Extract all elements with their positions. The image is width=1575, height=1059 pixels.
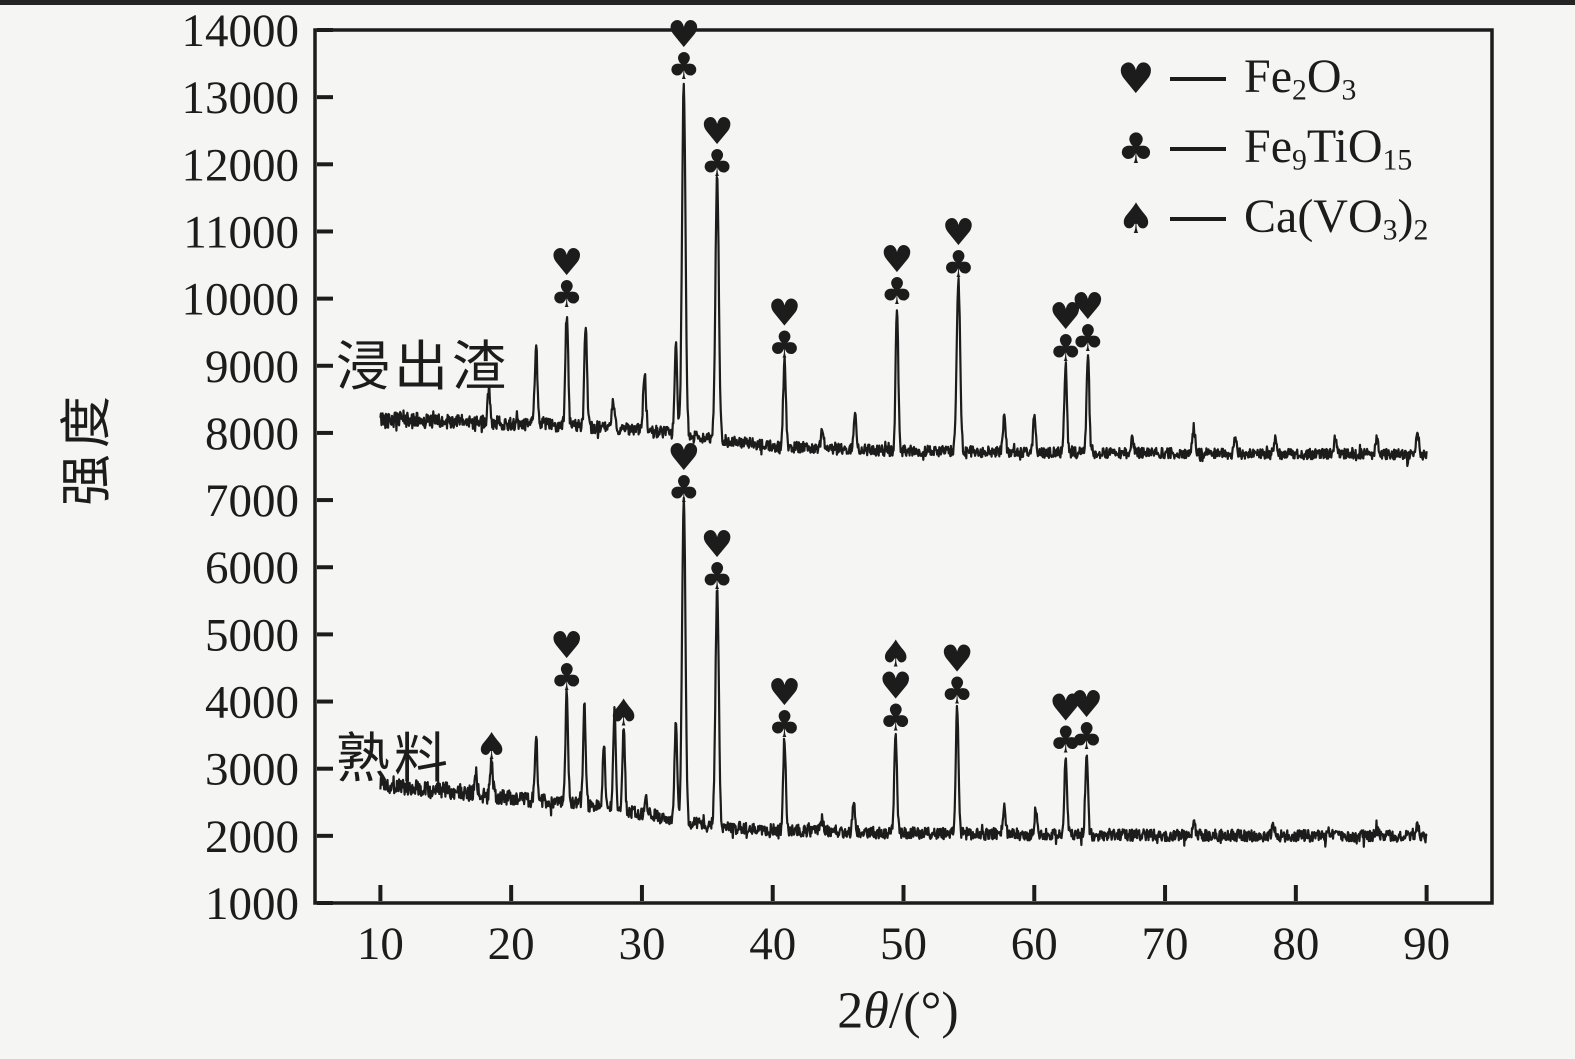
y-tick-label: 14000 [182, 5, 300, 57]
x-tick-label: 70 [1142, 918, 1189, 970]
x-tick-label: 80 [1272, 918, 1319, 970]
xrd-curve-residue [379, 82, 1428, 468]
legend: ♥ Fe2O3 ♣ Fe9TiO15 ♠ Ca(VO3)2 [1112, 44, 1428, 254]
peak-marker-heart-icon: ♥ [942, 211, 975, 254]
peak-marker-club-icon: ♣ [1049, 327, 1082, 370]
peak-marker-heart-icon: ♥ [701, 523, 734, 566]
peak-marker-heart-icon: ♥ [667, 13, 700, 56]
peak-marker-club-icon: ♣ [1070, 715, 1103, 758]
peak-marker-club-icon: ♣ [768, 703, 801, 746]
series-label-clinker: 熟料 [336, 729, 452, 789]
legend-formula: Ca(VO3)2 [1244, 189, 1429, 247]
plot-border [313, 28, 1494, 905]
x-tick-label: 60 [1011, 918, 1058, 970]
peak-marker-club-icon: ♣ [550, 273, 583, 316]
y-tick-label: 7000 [205, 475, 299, 527]
x-title-suffix: /(°) [888, 982, 959, 1040]
peak-marker-heart-icon: ♥ [768, 671, 801, 714]
legend-formula: Fe9TiO15 [1244, 119, 1413, 177]
peak-marker-club-icon: ♣ [1071, 317, 1104, 360]
series-label-residue: 浸出渣 [336, 337, 510, 397]
x-tick-label: 90 [1403, 918, 1450, 970]
peak-marker-heart-icon: ♥ [701, 110, 734, 153]
peak-marker-heart-icon: ♥ [768, 292, 801, 335]
legend-item-cavo32: ♠ Ca(VO3)2 [1112, 184, 1428, 254]
x-tick-label: 50 [880, 918, 927, 970]
peak-marker-club-icon: ♣ [942, 243, 975, 286]
peak-marker-club-icon: ♣ [701, 555, 734, 598]
heart-suit-icon: ♥ [1117, 54, 1155, 103]
peak-marker-heart-icon: ♥ [1049, 686, 1082, 729]
peak-marker-heart-icon: ♥ [550, 241, 583, 284]
y-tick-label: 3000 [205, 744, 299, 796]
peak-marker-heart-icon: ♥ [879, 664, 912, 707]
peak-marker-club-icon: ♣ [879, 696, 912, 739]
scan-artifact-line [0, 0, 1575, 5]
peak-marker-heart-icon: ♥ [1070, 683, 1103, 726]
y-tick-label: 5000 [205, 609, 299, 661]
y-tick-label: 12000 [182, 139, 300, 191]
y-tick-label: 2000 [205, 811, 299, 863]
spade-suit-icon: ♠ [1117, 194, 1155, 243]
peak-marker-heart-icon: ♥ [550, 624, 583, 667]
peak-marker-club-icon: ♣ [667, 468, 700, 511]
peak-marker-club-icon: ♣ [880, 270, 913, 313]
y-tick-label: 8000 [205, 408, 299, 460]
peak-marker-club-icon: ♣ [701, 142, 734, 185]
peak-marker-heart-icon: ♥ [941, 637, 974, 680]
xrd-curve-clinker [379, 496, 1428, 848]
legend-dash [1170, 217, 1226, 221]
y-tick-label: 1000 [205, 878, 299, 930]
club-suit-icon: ♣ [1117, 124, 1155, 173]
peak-marker-spade-icon: ♠ [475, 725, 508, 768]
legend-item-fe9tio15: ♣ Fe9TiO15 [1112, 114, 1428, 184]
legend-dash [1170, 77, 1226, 81]
x-tick-label: 40 [749, 918, 796, 970]
peak-marker-heart-icon: ♥ [880, 238, 913, 281]
y-axis-title: 强度 [59, 389, 117, 507]
y-tick-label: 4000 [205, 677, 299, 729]
peak-marker-club-icon: ♣ [667, 45, 700, 88]
peak-marker-spade-icon: ♠ [607, 692, 640, 735]
x-tick-label: 30 [618, 918, 665, 970]
legend-formula: Fe2O3 [1244, 49, 1357, 107]
x-tick-label: 20 [488, 918, 535, 970]
legend-item-fe2o3: ♥ Fe2O3 [1112, 44, 1428, 114]
x-title-prefix: 2 [837, 982, 864, 1040]
y-tick-label: 10000 [182, 274, 300, 326]
y-tick-label: 9000 [205, 341, 299, 393]
y-tick-label: 11000 [183, 206, 299, 258]
peak-marker-heart-icon: ♥ [1071, 285, 1104, 328]
peak-marker-heart-icon: ♥ [1049, 295, 1082, 338]
legend-dash [1170, 147, 1226, 151]
y-tick-label: 13000 [182, 72, 300, 124]
peak-marker-club-icon: ♣ [550, 656, 583, 699]
x-axis-title: 2θ/(°) [837, 982, 958, 1041]
peak-marker-heart-icon: ♥ [667, 436, 700, 479]
x-title-theta: θ [863, 982, 889, 1040]
peak-marker-club-icon: ♣ [941, 669, 974, 712]
y-tick-label: 6000 [205, 542, 299, 594]
peak-marker-club-icon: ♣ [1049, 718, 1082, 761]
peak-marker-spade-icon: ♠ [879, 632, 912, 675]
x-tick-label: 10 [357, 918, 404, 970]
peak-marker-club-icon: ♣ [768, 324, 801, 367]
